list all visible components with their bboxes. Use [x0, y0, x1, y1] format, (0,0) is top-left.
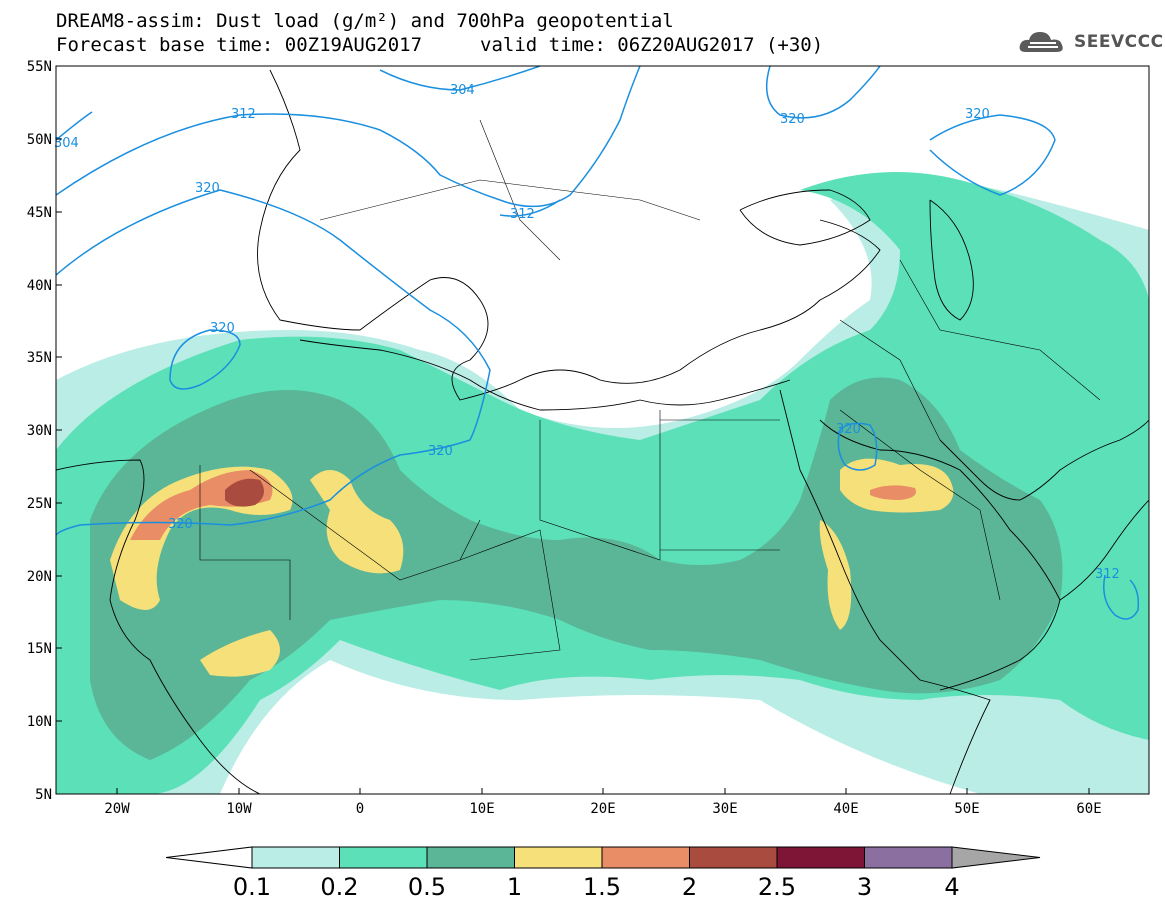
contour-label: 312: [231, 107, 256, 122]
colorbar-tick-label: 0.2: [320, 873, 358, 901]
colorbar-tick-label: 3: [857, 873, 872, 901]
contour-label: 304: [54, 136, 79, 151]
coastline-caspian: [929, 199, 974, 321]
lat-label: 45N: [27, 205, 52, 221]
lat-label: 40N: [27, 278, 52, 294]
dust-band-1-sahel: [200, 630, 280, 677]
contour-label: 320: [780, 112, 805, 127]
contour-label: 320: [210, 321, 235, 336]
colorbar-cell: [426, 846, 515, 869]
colorbar-tick-label: 2.5: [758, 873, 796, 901]
lon-label: 10W: [226, 801, 252, 817]
lat-label: 35N: [27, 350, 52, 366]
forecast-base-time: Forecast base time: 00Z19AUG2017: [56, 34, 423, 56]
valid-time: valid time: 06Z20AUG2017 (+30): [480, 34, 824, 56]
dust-band-1-redsea: [819, 520, 852, 630]
lat-label: 55N: [27, 59, 52, 75]
geopotential-contours: [56, 66, 1140, 620]
colorbar-cell: [601, 846, 690, 869]
contour-320-north: [56, 189, 491, 536]
border-sahara-2: [249, 469, 481, 581]
colorbar-over-arrow: [951, 846, 1041, 869]
colorbar-tick-label: 4: [944, 873, 959, 901]
colorbar-tick-label: 0.1: [233, 873, 271, 901]
latitude-labels: 55N 50N 45N 40N 35N 30N 25N 20N 15N 10N …: [27, 59, 52, 803]
border-europe-2: [479, 119, 561, 261]
map-title: DREAM8-assim: Dust load (g/m²) and 700hP…: [56, 10, 674, 32]
lon-label: 20E: [590, 801, 615, 817]
lat-label: 25N: [27, 496, 52, 512]
colorbar-tick-label: 1: [507, 873, 522, 901]
lon-label: 60E: [1076, 801, 1101, 817]
logo-text: SEEVCCC: [1074, 32, 1164, 52]
contour-312-west: [56, 66, 641, 208]
contour-label: 320: [965, 107, 990, 122]
coastline-arabia: [819, 419, 1061, 691]
dust-band-1.5-arabia: [870, 485, 916, 500]
colorbar-cell: [689, 846, 778, 869]
coastline-arabian-sea: [1059, 499, 1149, 601]
border-sahara-1: [199, 465, 291, 620]
lat-label: 10N: [27, 714, 52, 730]
contour-label: 320: [195, 181, 220, 196]
lat-label: 50N: [27, 132, 52, 148]
lat-label: 20N: [27, 569, 52, 585]
border-saudi: [839, 409, 1001, 601]
contour-312-middle: [499, 199, 561, 217]
coastline-blacksea: [739, 189, 871, 246]
border-iraq: [839, 319, 941, 441]
border-libya: [539, 410, 661, 561]
contour-label: 320: [836, 422, 861, 437]
contour-320-caspian: [929, 114, 1056, 196]
contour-304-a: [56, 111, 93, 141]
dust-band-2-peak: [225, 478, 264, 507]
axis-ticks: [56, 65, 1090, 795]
colorbar-cell: [514, 846, 603, 869]
coastline-gulf: [939, 419, 1149, 501]
contour-label: 304: [450, 83, 475, 98]
colorbar-tick-label: 1.5: [583, 873, 621, 901]
coastline-africa: [56, 459, 261, 794]
lat-label: 5N: [35, 787, 52, 803]
lon-label: 0: [356, 801, 364, 817]
colorbar-cell: [776, 846, 865, 869]
contour-312-east: [1103, 574, 1140, 620]
lon-label: 20W: [104, 801, 130, 817]
lon-label: 50E: [954, 801, 979, 817]
contour-320-atlantic: [169, 329, 241, 390]
colorbar-labels: 0.1 0.2 0.5 1 1.5 2 2.5 3 4: [233, 873, 960, 901]
border-iran: [899, 259, 1101, 401]
country-borders: [199, 119, 1101, 661]
coastline-africa-north: [299, 339, 791, 411]
border-europe-1: [319, 179, 701, 221]
lat-label: 15N: [27, 641, 52, 657]
colorbar-tick-label: 0.5: [408, 873, 446, 901]
lon-label: 40E: [833, 801, 858, 817]
colorbar-cell: [339, 846, 428, 869]
coastlines: [56, 69, 1149, 794]
lon-label: 10E: [469, 801, 494, 817]
contour-320-arabia: [837, 422, 878, 471]
colorbar-under-arrow: [165, 846, 253, 869]
seevccc-logo: SEEVCCC: [1018, 28, 1164, 56]
contour-320-east-north: [765, 66, 881, 119]
colorbar-cell: [251, 846, 340, 869]
contour-label: 320: [168, 517, 193, 532]
colorbar-tick-label: 2: [682, 873, 697, 901]
contour-304-b: [379, 66, 541, 91]
lat-label: 30N: [27, 423, 52, 439]
longitude-labels: 20W 10W 0 10E 20E 30E 40E 50E 60E: [104, 801, 1101, 817]
contour-labels: 304 304 312 312 312 320 320 320 320 320 …: [54, 83, 1120, 582]
lon-label: 30E: [712, 801, 737, 817]
contour-label: 312: [510, 207, 535, 222]
cloud-icon: [1019, 32, 1063, 52]
colorbar-cells: [165, 846, 1041, 869]
contour-label: 312: [1095, 567, 1120, 582]
coastline-redsea: [779, 389, 991, 794]
border-chad: [459, 529, 561, 661]
contour-label: 320: [428, 444, 453, 459]
colorbar-cell: [864, 846, 953, 869]
